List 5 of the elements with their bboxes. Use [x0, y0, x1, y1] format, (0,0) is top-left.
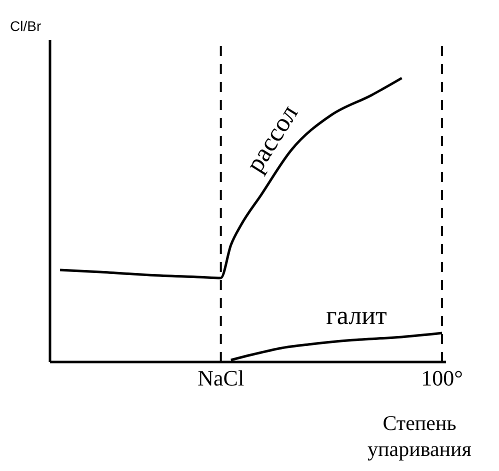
- x-tick-label: NaCl: [198, 366, 244, 391]
- x-axis-title: Степень упаривания: [366, 410, 472, 462]
- x-tick-label: 100°: [421, 366, 463, 391]
- y-axis-title: Cl/Br: [10, 18, 42, 34]
- series-label: галит: [326, 301, 387, 330]
